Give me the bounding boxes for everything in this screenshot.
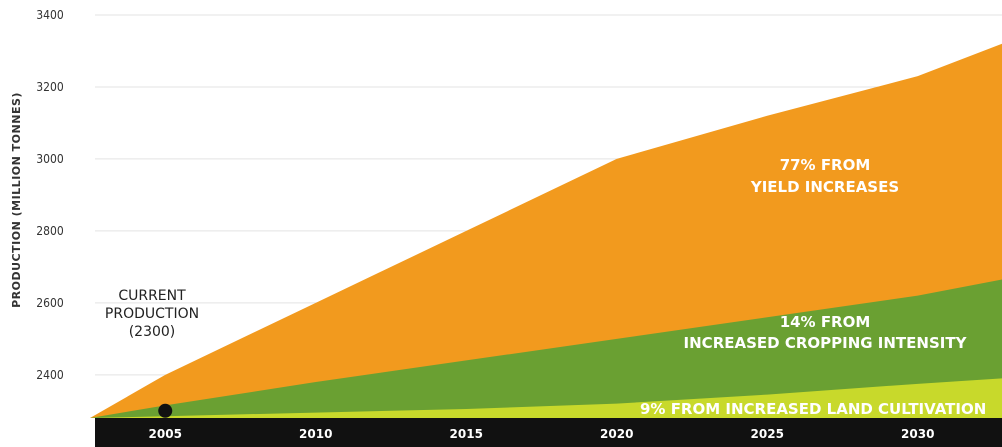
annotation-yield-increases: 77% FROM YIELD INCREASES (750, 156, 899, 196)
y-tick-2400: 2400 (36, 368, 64, 382)
y-tick-2800: 2800 (36, 224, 64, 238)
x-axis: 2005 2010 2015 2020 2025 2030 (95, 418, 1002, 447)
x-tick-2030: 2030 (901, 427, 934, 441)
current-production-marker (158, 403, 173, 418)
y-tick-2600: 2600 (36, 296, 64, 310)
x-axis-band (95, 418, 1002, 447)
x-tick-2025: 2025 (751, 427, 784, 441)
annotation-current-production: CURRENT PRODUCTION (2300) (105, 288, 199, 340)
area-cropping-intensity (90, 279, 1002, 418)
area-series (90, 43, 1002, 419)
y-axis-ticks: 2400 2600 2800 3000 3200 3400 (36, 8, 64, 382)
x-tick-2020: 2020 (600, 427, 633, 441)
x-tick-2015: 2015 (450, 427, 483, 441)
annotation-cropping-intensity: 14% FROM INCREASED CROPPING INTENSITY (684, 313, 968, 352)
y-tick-3400: 3400 (36, 8, 64, 22)
x-tick-2010: 2010 (299, 427, 332, 441)
area-land-cultivation (90, 378, 1002, 418)
y-axis-label: PRODUCTION (MILLION TONNES) (10, 92, 23, 308)
annotation-land-cultivation: 9% FROM INCREASED LAND CULTIVATION (640, 400, 986, 418)
y-tick-3200: 3200 (36, 80, 64, 94)
y-tick-3000: 3000 (36, 152, 64, 166)
x-tick-2005: 2005 (149, 427, 182, 441)
annotations: 77% FROM YIELD INCREASES 14% FROM INCREASED… (105, 156, 986, 418)
